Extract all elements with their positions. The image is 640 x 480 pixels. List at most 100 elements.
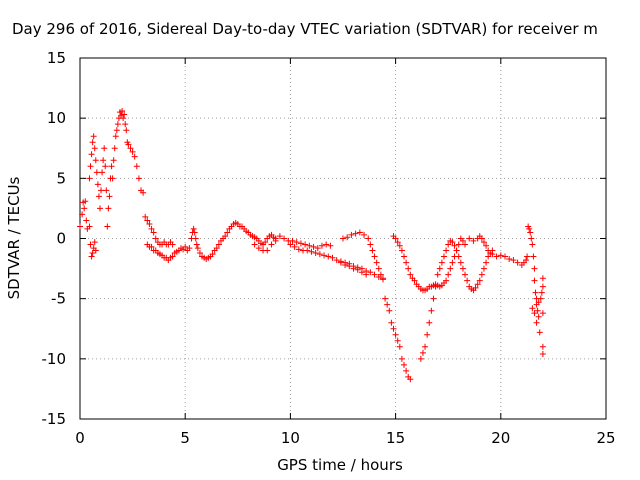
data-point xyxy=(88,253,95,260)
y-tick-label: 10 xyxy=(47,109,66,127)
axis-ticks xyxy=(79,57,607,420)
data-point xyxy=(333,257,340,264)
data-point xyxy=(314,245,321,252)
data-point xyxy=(106,193,113,200)
data-point xyxy=(352,230,359,237)
data-point xyxy=(121,111,128,118)
data-point xyxy=(489,251,496,258)
data-point xyxy=(451,242,458,249)
data-point xyxy=(356,229,363,236)
data-point xyxy=(480,265,487,272)
data-point xyxy=(531,277,538,284)
data-point xyxy=(506,255,513,262)
data-point xyxy=(523,257,530,264)
data-point xyxy=(79,211,86,218)
x-tick-label: 15 xyxy=(386,429,405,447)
data-point xyxy=(449,239,456,246)
data-point xyxy=(82,198,89,205)
data-point xyxy=(344,234,351,241)
data-point xyxy=(308,248,315,255)
data-point xyxy=(148,243,155,250)
y-tick-label: 5 xyxy=(56,169,66,187)
data-point xyxy=(478,271,485,278)
y-tick-label: -5 xyxy=(51,290,66,308)
data-point xyxy=(88,151,95,158)
data-point xyxy=(186,245,193,252)
data-point xyxy=(89,249,96,256)
data-point xyxy=(340,235,346,242)
x-axis-tick-labels: 0 5 10 15 20 25 xyxy=(75,429,615,447)
data-point xyxy=(462,241,469,248)
data-point xyxy=(191,229,198,236)
data-point xyxy=(297,240,304,247)
data-point xyxy=(350,265,357,272)
data-point xyxy=(535,313,542,320)
y-tick-label: -15 xyxy=(42,410,67,428)
data-point xyxy=(434,271,441,278)
data-point xyxy=(457,259,464,266)
data-point xyxy=(264,247,271,254)
data-point xyxy=(365,235,372,242)
data-point xyxy=(396,343,403,350)
data-point xyxy=(81,205,88,212)
data-point xyxy=(152,235,159,242)
data-point xyxy=(539,343,546,350)
data-point xyxy=(361,231,368,238)
data-point xyxy=(529,241,536,248)
data-point xyxy=(407,376,414,383)
data-point xyxy=(447,265,454,272)
data-point xyxy=(251,241,258,248)
data-point xyxy=(169,253,176,260)
data-point xyxy=(483,242,490,249)
data-point xyxy=(411,277,418,284)
data-point xyxy=(443,277,450,284)
data-point xyxy=(432,283,439,290)
data-point xyxy=(287,241,294,248)
data-point xyxy=(401,253,408,260)
data-point xyxy=(337,259,344,266)
data-point xyxy=(403,259,410,266)
data-point xyxy=(538,289,545,296)
data-point xyxy=(101,145,108,152)
data-point xyxy=(318,242,325,249)
data-point xyxy=(182,243,189,250)
data-point xyxy=(100,157,107,164)
data-point xyxy=(470,237,477,244)
data-point xyxy=(304,247,311,254)
data-point xyxy=(302,241,309,248)
y-tick-label: 0 xyxy=(56,230,66,248)
data-point xyxy=(77,223,83,230)
data-point xyxy=(129,148,136,155)
data-point xyxy=(215,241,222,248)
data-point xyxy=(485,247,492,254)
data-point xyxy=(131,153,138,160)
data-point xyxy=(377,271,384,278)
data-point xyxy=(373,259,380,266)
data-point xyxy=(113,127,120,134)
data-point xyxy=(110,157,117,164)
data-point xyxy=(530,253,537,260)
data-point xyxy=(459,237,466,244)
data-point xyxy=(87,163,94,170)
data-point xyxy=(255,245,262,252)
data-point xyxy=(140,189,147,196)
data-point xyxy=(449,259,456,266)
data-point xyxy=(323,241,330,248)
data-point xyxy=(514,259,521,266)
data-point xyxy=(459,265,466,272)
data-point xyxy=(497,252,504,259)
data-point xyxy=(438,259,445,266)
data-point xyxy=(384,301,391,308)
data-point xyxy=(102,163,109,170)
data-point xyxy=(346,263,353,270)
data-point xyxy=(398,355,405,362)
data-point xyxy=(109,175,116,182)
data-point xyxy=(306,242,313,249)
data-point xyxy=(536,329,543,336)
data-point xyxy=(424,331,431,338)
x-axis-label: GPS time / hours xyxy=(277,456,403,474)
data-point xyxy=(422,343,429,350)
data-point xyxy=(104,223,111,230)
data-point xyxy=(281,235,288,242)
y-tick-label: -10 xyxy=(42,350,67,368)
